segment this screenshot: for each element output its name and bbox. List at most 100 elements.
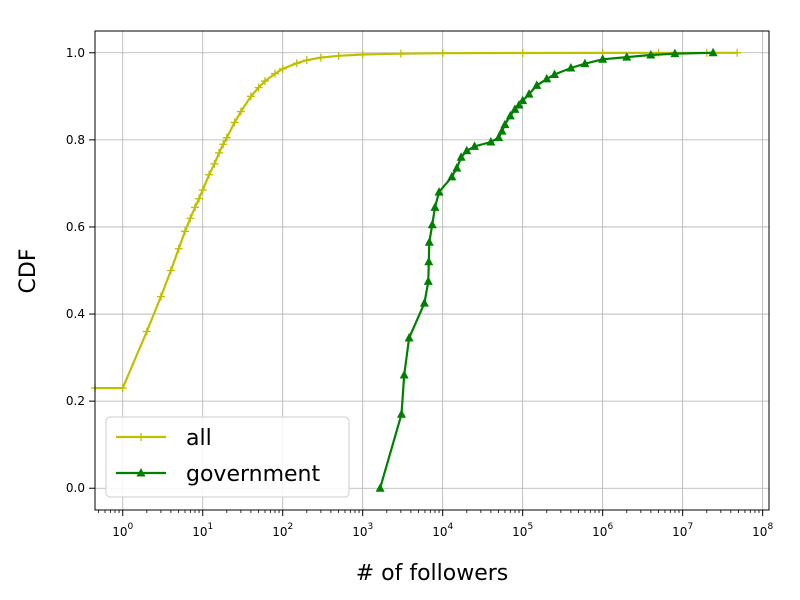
x-tick-label-exponent: 8 bbox=[767, 522, 773, 532]
series-government bbox=[375, 47, 718, 492]
axis-ticks: 100 101 102 103 104 105 106 107 1080.00.20.40.60… bbox=[66, 46, 774, 539]
data-point bbox=[434, 187, 444, 196]
data-point bbox=[447, 171, 457, 181]
data-point bbox=[622, 52, 632, 61]
data-point bbox=[532, 80, 542, 89]
data-point bbox=[396, 49, 405, 58]
data-point bbox=[505, 110, 515, 120]
data-point bbox=[246, 92, 255, 101]
data-point bbox=[542, 73, 552, 83]
data-point bbox=[190, 203, 199, 212]
data-point bbox=[580, 58, 590, 68]
legend-label: government bbox=[186, 462, 320, 487]
data-point bbox=[646, 49, 656, 59]
data-point bbox=[270, 69, 279, 78]
x-tick-label-base: 10 bbox=[672, 525, 687, 539]
x-tick-label-exponent: 5 bbox=[527, 522, 533, 532]
x-tick-label-exponent: 7 bbox=[687, 522, 693, 532]
data-point bbox=[260, 77, 269, 86]
data-point bbox=[316, 53, 325, 62]
data-point bbox=[438, 49, 447, 58]
x-tick-label: 108 bbox=[752, 522, 773, 539]
x-tick-label-base: 10 bbox=[352, 525, 367, 539]
data-point bbox=[524, 89, 534, 98]
data-point bbox=[210, 159, 219, 168]
data-point bbox=[456, 152, 466, 161]
data-point bbox=[566, 63, 576, 72]
data-point bbox=[230, 118, 239, 127]
data-point bbox=[670, 48, 680, 58]
data-point bbox=[598, 54, 608, 63]
data-point bbox=[423, 276, 433, 285]
data-point bbox=[462, 145, 472, 155]
x-tick-label-exponent: 1 bbox=[208, 522, 214, 532]
data-point bbox=[186, 214, 195, 223]
x-tick-label-exponent: 6 bbox=[607, 522, 613, 532]
data-point bbox=[222, 133, 231, 142]
data-point bbox=[236, 107, 245, 116]
data-point bbox=[518, 95, 528, 105]
data-point bbox=[292, 59, 301, 68]
legend-marker bbox=[136, 468, 146, 477]
y-tick-label: 0.2 bbox=[66, 394, 85, 408]
data-point bbox=[708, 47, 718, 57]
y-tick-label: 0.0 bbox=[66, 481, 85, 495]
data-point bbox=[494, 132, 504, 142]
y-tick-label: 0.8 bbox=[66, 133, 85, 147]
x-tick-label-exponent: 0 bbox=[128, 522, 134, 532]
x-tick-label-base: 10 bbox=[192, 525, 207, 539]
legend-label: all bbox=[186, 426, 212, 451]
x-tick-label-base: 10 bbox=[112, 525, 127, 539]
data-point bbox=[156, 292, 165, 301]
plot-frame bbox=[94, 30, 770, 511]
data-point bbox=[174, 244, 183, 253]
data-point bbox=[500, 119, 510, 129]
data-point bbox=[205, 170, 214, 179]
series-all bbox=[91, 48, 742, 393]
data-point bbox=[510, 104, 520, 113]
data-point bbox=[118, 384, 127, 393]
series-layer bbox=[91, 47, 742, 492]
legend-marker bbox=[137, 433, 145, 441]
data-point bbox=[215, 148, 224, 157]
data-point bbox=[399, 370, 409, 379]
x-tick-label-exponent: 4 bbox=[447, 522, 453, 532]
x-tick-label: 106 bbox=[592, 522, 613, 539]
data-point bbox=[733, 48, 742, 57]
x-tick-label: 100 bbox=[112, 522, 133, 539]
x-tick-label: 105 bbox=[512, 522, 533, 539]
x-tick-label-base: 10 bbox=[512, 525, 527, 539]
data-point bbox=[142, 327, 151, 336]
data-point bbox=[424, 256, 434, 266]
data-point bbox=[219, 140, 228, 149]
x-tick-label-base: 10 bbox=[272, 525, 287, 539]
x-tick-label: 107 bbox=[672, 522, 693, 539]
x-tick-label-base: 10 bbox=[432, 525, 447, 539]
data-point bbox=[486, 137, 496, 146]
y-axis-title: CDF bbox=[16, 249, 41, 294]
x-tick-label: 103 bbox=[352, 522, 373, 539]
data-point bbox=[404, 332, 414, 342]
x-tick-label-exponent: 2 bbox=[287, 522, 293, 532]
y-tick-label: 0.4 bbox=[66, 307, 85, 321]
data-point bbox=[427, 219, 437, 229]
data-point bbox=[430, 202, 440, 211]
data-point bbox=[180, 227, 189, 236]
data-point bbox=[254, 83, 263, 92]
data-point bbox=[396, 409, 406, 418]
data-point bbox=[452, 163, 462, 172]
x-axis-title: # of followers bbox=[356, 561, 509, 586]
x-tick-label: 101 bbox=[192, 522, 213, 539]
y-tick-label: 1.0 bbox=[66, 46, 85, 60]
legend-box bbox=[105, 416, 350, 498]
x-tick-label-base: 10 bbox=[592, 525, 607, 539]
data-point bbox=[278, 64, 287, 73]
data-point bbox=[424, 237, 434, 246]
x-tick-label: 102 bbox=[272, 522, 293, 539]
x-tick-label: 104 bbox=[432, 522, 453, 539]
data-point bbox=[302, 56, 311, 65]
data-point bbox=[518, 48, 527, 57]
data-point bbox=[375, 483, 385, 492]
data-point bbox=[497, 126, 507, 135]
